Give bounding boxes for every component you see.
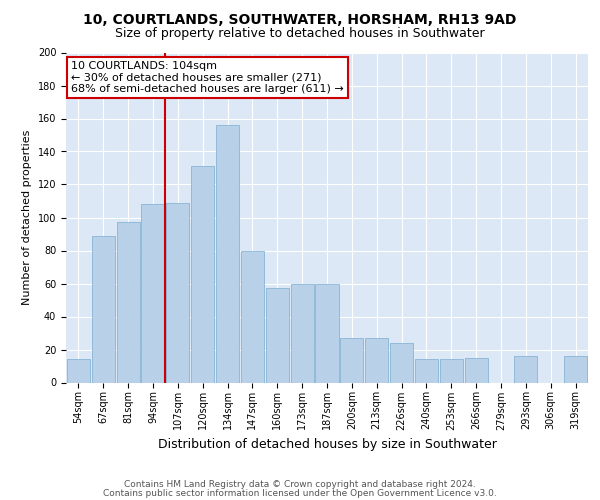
Bar [564, 356, 587, 382]
Bar [316, 284, 338, 382]
Bar [142, 204, 164, 382]
X-axis label: Distribution of detached houses by size in Southwater: Distribution of detached houses by size … [158, 438, 496, 451]
Bar [67, 360, 90, 382]
Text: 10, COURTLANDS, SOUTHWATER, HORSHAM, RH13 9AD: 10, COURTLANDS, SOUTHWATER, HORSHAM, RH1… [83, 12, 517, 26]
Y-axis label: Number of detached properties: Number of detached properties [22, 130, 32, 305]
Bar [365, 338, 388, 382]
Bar [92, 236, 115, 382]
Bar [415, 360, 438, 382]
Bar [266, 288, 289, 382]
Bar [464, 358, 488, 382]
Text: Size of property relative to detached houses in Southwater: Size of property relative to detached ho… [115, 28, 485, 40]
Text: Contains HM Land Registry data © Crown copyright and database right 2024.: Contains HM Land Registry data © Crown c… [124, 480, 476, 489]
Bar [340, 338, 364, 382]
Bar [241, 250, 264, 382]
Bar [390, 343, 413, 382]
Text: Contains public sector information licensed under the Open Government Licence v3: Contains public sector information licen… [103, 488, 497, 498]
Bar [440, 360, 463, 382]
Bar [116, 222, 140, 382]
Bar [191, 166, 214, 382]
Bar [514, 356, 538, 382]
Bar [290, 284, 314, 382]
Bar [166, 202, 190, 382]
Bar [216, 125, 239, 382]
Text: 10 COURTLANDS: 104sqm
← 30% of detached houses are smaller (271)
68% of semi-det: 10 COURTLANDS: 104sqm ← 30% of detached … [71, 60, 344, 94]
